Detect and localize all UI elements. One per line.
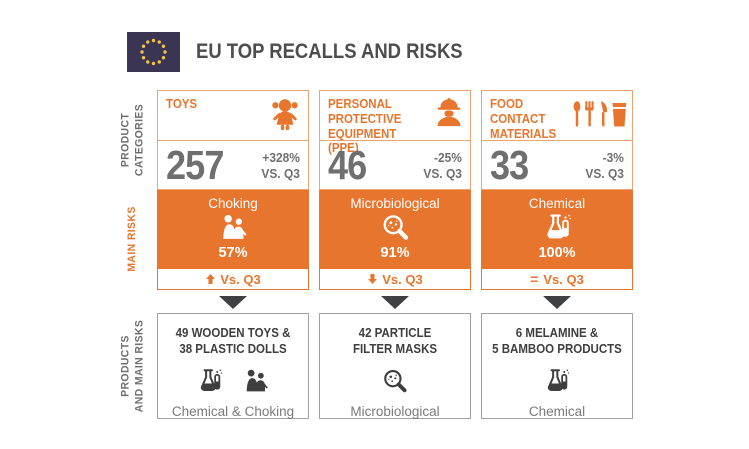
recall-count: 257: [166, 142, 224, 188]
products-title: 49 WOODEN TOYS & 38 PLASTIC DOLLS: [175, 326, 291, 357]
trend-strip: Vs. Q3: [319, 268, 471, 290]
column-food-contact: FOOD CONTACT MATERIALS 33: [481, 90, 633, 419]
delta-vs-label: VS. Q3: [423, 165, 462, 181]
header: EU TOP RECALLS AND RISKS: [127, 32, 499, 72]
category-columns: TOYS: [157, 90, 633, 419]
main-risk-panel: Microbiological 91%: [319, 190, 471, 268]
trend-strip: Vs. Q3: [157, 268, 309, 290]
products-icons: [482, 366, 632, 399]
delta-value: +328%: [262, 149, 300, 165]
trend-strip: = Vs. Q3: [481, 268, 633, 290]
row-label-product-categories: PRODUCT CATEGORIES: [119, 103, 145, 177]
chemical-icon: [542, 367, 572, 397]
recall-delta: -3% VS. Q3: [585, 150, 624, 181]
category-title: FOOD CONTACT MATERIALS: [490, 97, 557, 141]
down-triangle-icon: [219, 296, 247, 309]
products-icons: [158, 366, 308, 399]
products-risk-label: Chemical: [528, 403, 586, 419]
microbe-magnifier-icon: [380, 367, 410, 397]
category-header: FOOD CONTACT MATERIALS: [482, 91, 632, 141]
main-risk-percent: 57%: [218, 245, 248, 262]
row-label-main-risks: MAIN RISKS: [126, 206, 139, 272]
recall-count: 46: [328, 142, 367, 188]
chemical-flask-icon: [481, 212, 633, 245]
products-icons: [320, 366, 470, 399]
main-risk-name: Choking: [208, 196, 258, 211]
trend-up-icon: [205, 273, 216, 285]
trend-down-icon: [367, 273, 378, 285]
main-risk-name: Chemical: [528, 196, 586, 211]
delta-value: -3%: [602, 149, 624, 165]
products-card: 42 PARTICLE FILTER MASKS Microbiological: [319, 313, 471, 419]
delta-vs-label: VS. Q3: [585, 165, 624, 181]
trend-equal-icon: =: [530, 271, 539, 287]
category-card: PERSONAL PROTECTIVE EQUIPMENT (PPE) 46 -…: [319, 90, 471, 190]
category-title: TOYS: [166, 97, 198, 111]
choking-icon: [241, 367, 271, 397]
main-risk-panel: Choking 57%: [157, 190, 309, 268]
cutlery-cup-icon: [569, 99, 627, 129]
main-risk-percent: 100%: [538, 245, 576, 262]
recall-count: 33: [490, 142, 529, 188]
main-risk-name: Microbiological: [350, 196, 440, 211]
category-header: TOYS: [158, 91, 308, 141]
category-title: PERSONAL PROTECTIVE EQUIPMENT (PPE): [328, 97, 402, 156]
category-card: FOOD CONTACT MATERIALS 33: [481, 90, 633, 190]
products-risk-label: Chemical & Choking: [171, 403, 295, 419]
chemical-icon: [195, 367, 225, 397]
doll-icon: [267, 96, 303, 132]
category-header: PERSONAL PROTECTIVE EQUIPMENT (PPE): [320, 91, 470, 155]
worker-hard-hat-icon: [433, 96, 465, 128]
delta-value: -25%: [434, 149, 462, 165]
trend-label: Vs. Q3: [220, 271, 261, 287]
recall-count-row: 257 +328% VS. Q3: [158, 141, 308, 190]
products-card: 6 MELAMINE & 5 BAMBOO PRODUCTS Chemi: [481, 313, 633, 419]
category-card: TOYS: [157, 90, 309, 190]
column-toys: TOYS: [157, 90, 309, 419]
eu-flag-icon: [127, 32, 180, 72]
down-triangle-icon: [381, 296, 409, 309]
products-card: 49 WOODEN TOYS & 38 PLASTIC DOLLS: [157, 313, 309, 419]
main-risk-panel: Chemical 100%: [481, 190, 633, 268]
trend-label: Vs. Q3: [543, 271, 584, 287]
products-risk-label: Microbiological: [350, 403, 440, 419]
page-title: EU TOP RECALLS AND RISKS: [196, 40, 463, 63]
trend-label: Vs. Q3: [382, 271, 423, 287]
products-title: 6 MELAMINE & 5 BAMBOO PRODUCTS: [492, 326, 622, 357]
row-label-products-and-main-risks: PRODUCTS AND MAIN RISKS: [119, 319, 145, 413]
recall-delta: +328% VS. Q3: [261, 150, 300, 181]
choking-icon: [157, 212, 309, 245]
products-title: 42 PARTICLE FILTER MASKS: [352, 326, 438, 357]
recall-delta: -25% VS. Q3: [423, 150, 462, 181]
microbe-magnifier-icon: [319, 212, 471, 245]
delta-vs-label: VS. Q3: [261, 165, 300, 181]
recall-count-row: 33 -3% VS. Q3: [482, 141, 632, 190]
down-triangle-icon: [543, 296, 571, 309]
column-ppe: PERSONAL PROTECTIVE EQUIPMENT (PPE) 46 -…: [319, 90, 471, 419]
recall-count-row: 46 -25% VS. Q3: [320, 141, 470, 190]
main-risk-percent: 91%: [380, 245, 410, 262]
